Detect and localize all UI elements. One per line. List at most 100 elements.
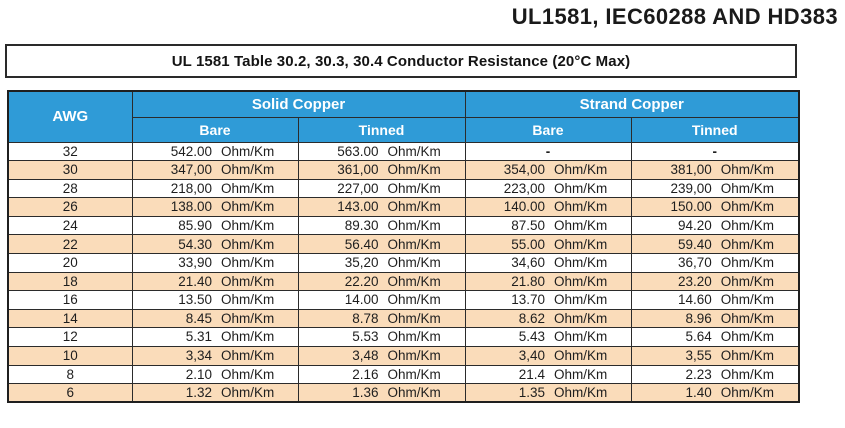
resistance-unit: Ohm/Km [387,236,441,252]
solid-tinned-cell: 1.36 Ohm/Km [297,383,466,403]
resistance-unit: Ohm/Km [221,143,275,159]
awg-cell: 30 [7,160,133,180]
resistance-unit: Ohm/Km [554,255,608,271]
resistance-value: 8.62 [518,310,545,326]
strand-tinned-cell: 8.96 Ohm/Km [630,308,800,329]
table-row: 18 21.40 Ohm/Km 22.20 Ohm/Km 21.80 Ohm/Km 23.20… [7,271,800,292]
solid-tinned-cell: 2.16 Ohm/Km [297,364,466,385]
resistance-unit: Ohm/Km [221,273,275,289]
strand-bare-cell: 1.35 Ohm/Km [464,383,632,403]
solid-bare-cell: 542.00 Ohm/Km [131,141,299,162]
awg-cell: 22 [7,234,133,255]
strand-bare-cell: 354,00 Ohm/Km [464,160,632,180]
resistance-value: 239,00 [670,180,712,196]
strand-bare-cell: 55.00 Ohm/Km [464,234,632,255]
resistance-value: 55.00 [511,236,545,252]
resistance-value: 8.78 [352,310,379,326]
resistance-unit: Ohm/Km [554,273,608,289]
resistance-value: 5.43 [518,329,545,345]
solid-tinned-cell: 563.00 Ohm/Km [297,141,466,162]
solid-tinned-cell: 3,48 Ohm/Km [297,346,466,366]
strand-bare-cell: 21.4 Ohm/Km [464,364,632,385]
solid-tinned-cell: 143.00 Ohm/Km [297,197,466,217]
resistance-unit: Ohm/Km [554,385,608,401]
table-row: 14 8.45 Ohm/Km 8.78 Ohm/Km 8.62 Ohm/Km 8.96 Ohm/… [7,308,800,329]
solid-bare-cell: 8.45 Ohm/Km [131,308,299,329]
solid-tinned-cell: 8.78 Ohm/Km [297,308,466,329]
resistance-unit: Ohm/Km [554,217,608,233]
strand-bare-cell: 140.00 Ohm/Km [464,197,632,217]
table-row: 32 542.00 Ohm/Km 563.00 Ohm/Km - - [7,141,800,162]
strand-bare-cell: 5.43 Ohm/Km [464,327,632,348]
resistance-value: 56.40 [344,236,379,252]
resistance-value: 85.90 [178,217,212,233]
resistance-value: 3,40 [518,348,545,364]
resistance-value: 227,00 [337,180,379,196]
resistance-unit: Ohm/Km [387,255,441,271]
resistance-unit: Ohm/Km [554,310,608,326]
resistance-unit: Ohm/Km [720,292,775,308]
resistance-unit: Ohm/Km [720,385,775,401]
strand-tinned-cell: 5.64 Ohm/Km [630,327,800,348]
table-row: 20 33,90 Ohm/Km 35,20 Ohm/Km 34,60 Ohm/Km 36,70… [7,253,800,273]
strand-bare-cell: - [464,141,632,162]
resistance-unit: Ohm/Km [387,273,441,289]
resistance-value: 5.53 [352,329,379,345]
solid-bare-cell: 54.30 Ohm/Km [131,234,299,255]
table-body: 32 542.00 Ohm/Km 563.00 Ohm/Km - -30 347,00 Ohm/… [7,141,800,403]
solid-bare-cell: 3,34 Ohm/Km [131,346,299,366]
header-solid-bare: Bare [131,116,299,143]
header-solid-tinned: Tinned [297,116,466,143]
resistance-value: 89.30 [344,217,379,233]
resistance-value: 14.00 [344,292,379,308]
table-row: 12 5.31 Ohm/Km 5.53 Ohm/Km 5.43 Ohm/Km 5.64 Ohm/… [7,327,800,348]
resistance-unit: Ohm/Km [720,199,775,215]
resistance-value: 87.50 [511,217,545,233]
resistance-value: 542.00 [170,143,212,159]
conductor-resistance-table: AWG Solid Copper Strand Copper Bare Tinn… [7,90,800,404]
strand-tinned-cell: 23.20 Ohm/Km [630,271,800,292]
resistance-value: 33,90 [178,255,212,271]
resistance-value: 21.4 [518,366,545,382]
table-row: 16 13.50 Ohm/Km 14.00 Ohm/Km 13.70 Ohm/Km 14.60… [7,290,800,310]
awg-cell: 18 [7,271,133,292]
strand-tinned-cell: 150.00 Ohm/Km [630,197,800,217]
resistance-unit: Ohm/Km [221,329,275,345]
resistance-unit: Ohm/Km [554,199,608,215]
solid-tinned-cell: 89.30 Ohm/Km [297,215,466,236]
strand-tinned-cell: 239,00 Ohm/Km [630,178,800,199]
resistance-unit: Ohm/Km [221,217,275,233]
awg-cell: 20 [7,253,133,273]
strand-bare-cell: 21.80 Ohm/Km [464,271,632,292]
table-row: 24 85.90 Ohm/Km 89.30 Ohm/Km 87.50 Ohm/Km 94.20… [7,215,800,236]
strand-tinned-cell: 1.40 Ohm/Km [630,383,800,403]
solid-bare-cell: 21.40 Ohm/Km [131,271,299,292]
resistance-value: 59.40 [677,236,712,252]
table-row: 6 1.32 Ohm/Km 1.36 Ohm/Km 1.35 Ohm/Km 1.40 Ohm/K… [7,383,800,403]
solid-tinned-cell: 14.00 Ohm/Km [297,290,466,310]
solid-tinned-cell: 22.20 Ohm/Km [297,271,466,292]
resistance-value: 140.00 [503,199,545,215]
table-row: 26 138.00 Ohm/Km 143.00 Ohm/Km 140.00 Ohm/Km 15… [7,197,800,217]
resistance-value: 1.32 [185,385,212,401]
resistance-value: 2.23 [685,366,712,382]
solid-bare-cell: 33,90 Ohm/Km [131,253,299,273]
resistance-value: 218,00 [170,180,212,196]
resistance-unit: Ohm/Km [387,310,441,326]
resistance-unit: Ohm/Km [554,292,608,308]
table-row: 10 3,34 Ohm/Km 3,48 Ohm/Km 3,40 Ohm/Km 3,55 Ohm/… [7,346,800,366]
strand-tinned-cell: 94.20 Ohm/Km [630,215,800,236]
resistance-unit: Ohm/Km [221,180,275,196]
solid-bare-cell: 5.31 Ohm/Km [131,327,299,348]
resistance-value: 36,70 [677,255,712,271]
resistance-unit: Ohm/Km [387,180,441,196]
awg-cell: 14 [7,308,133,329]
awg-cell: 6 [7,383,133,403]
table-header: AWG Solid Copper Strand Copper Bare Tinn… [7,90,800,143]
resistance-unit: Ohm/Km [720,310,775,326]
resistance-unit: Ohm/Km [554,162,608,178]
solid-bare-cell: 13.50 Ohm/Km [131,290,299,310]
resistance-value: 3,34 [185,348,212,364]
strand-bare-cell: 87.50 Ohm/Km [464,215,632,236]
